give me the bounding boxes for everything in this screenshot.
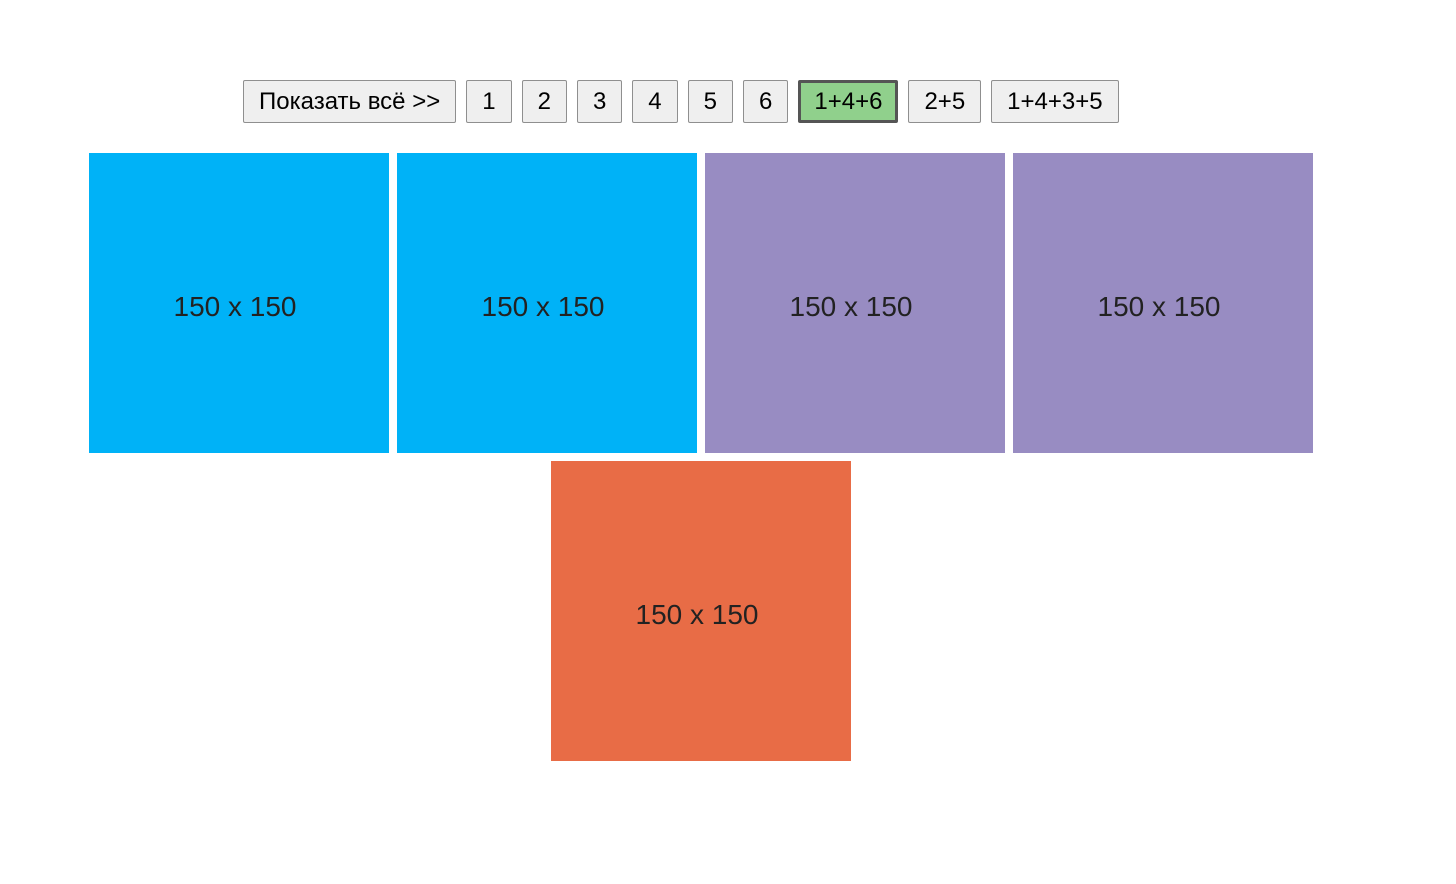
filter-button[interactable]: 4 <box>632 80 678 123</box>
filter-button[interactable]: 1 <box>466 80 512 123</box>
filter-button[interactable]: 2+5 <box>908 80 982 123</box>
image-tile: 150 x 150 <box>551 461 851 761</box>
filter-button[interactable]: 1+4+6 <box>798 80 899 123</box>
filter-button[interactable]: 6 <box>743 80 789 123</box>
image-tile: 150 x 150 <box>1013 153 1313 453</box>
placeholder-text: 150 x 150 <box>173 291 297 322</box>
filter-button[interactable]: Показать всё >> <box>243 80 457 123</box>
filter-button[interactable]: 1+4+3+5 <box>991 80 1119 123</box>
gallery: 150 x 150 150 x 150 150 x 150 150 x 150 150 … <box>89 153 1313 761</box>
filter-button[interactable]: 3 <box>576 80 623 123</box>
placeholder-text: 150 x 150 <box>635 599 759 630</box>
image-tile: 150 x 150 <box>705 153 1005 453</box>
placeholder-text: 150 x 150 <box>1097 291 1221 322</box>
placeholder-text: 150 x 150 <box>789 291 913 322</box>
placeholder-text: 150 x 150 <box>481 291 605 322</box>
filter-bar: Показать всё >> 1 2 3 4 5 6 1+4+6 2+5 1+4+3+5 <box>243 80 1119 123</box>
image-tile: 150 x 150 <box>397 153 697 453</box>
filter-button[interactable]: 5 <box>687 80 734 123</box>
image-tile: 150 x 150 <box>89 153 389 453</box>
filter-button[interactable]: 2 <box>521 80 567 123</box>
